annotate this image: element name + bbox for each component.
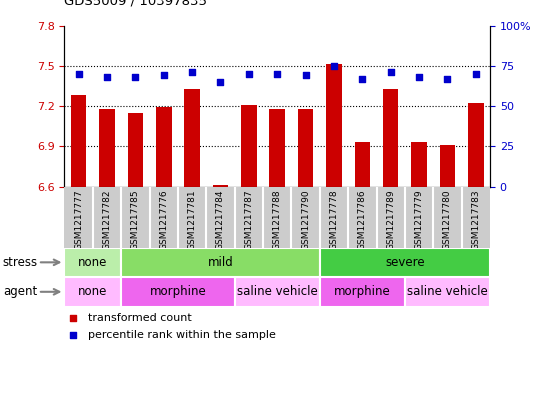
Point — [131, 74, 140, 80]
Bar — [184, 89, 200, 187]
Text: mild: mild — [208, 256, 234, 269]
Text: GSM1217779: GSM1217779 — [414, 190, 423, 250]
Text: GSM1217789: GSM1217789 — [386, 190, 395, 250]
Point — [386, 69, 395, 75]
Text: GSM1217776: GSM1217776 — [159, 190, 168, 250]
Text: saline vehicle: saline vehicle — [237, 285, 318, 298]
Point — [273, 71, 282, 77]
Text: none: none — [78, 256, 108, 269]
Text: GSM1217787: GSM1217787 — [244, 190, 253, 250]
Bar — [128, 113, 143, 187]
Bar — [440, 145, 455, 187]
Text: GSM1217790: GSM1217790 — [301, 190, 310, 250]
Text: GSM1217782: GSM1217782 — [102, 190, 111, 250]
Bar — [64, 248, 121, 277]
Text: stress: stress — [3, 256, 38, 269]
Point — [301, 72, 310, 79]
Bar — [121, 277, 235, 307]
Bar — [213, 185, 228, 187]
Point — [68, 332, 77, 338]
Text: transformed count: transformed count — [88, 312, 192, 323]
Point — [159, 72, 168, 79]
Text: saline vehicle: saline vehicle — [407, 285, 488, 298]
Point — [74, 71, 83, 77]
Point — [472, 71, 480, 77]
Text: GSM1217788: GSM1217788 — [273, 190, 282, 250]
Text: GSM1217783: GSM1217783 — [472, 190, 480, 250]
Bar — [298, 109, 314, 187]
Text: GSM1217780: GSM1217780 — [443, 190, 452, 250]
Bar — [320, 277, 405, 307]
Text: GDS5009 / 10397835: GDS5009 / 10397835 — [64, 0, 207, 8]
Text: GSM1217778: GSM1217778 — [329, 190, 338, 250]
Point — [358, 75, 367, 82]
Point — [216, 79, 225, 85]
Text: GSM1217781: GSM1217781 — [188, 190, 197, 250]
Point — [443, 75, 452, 82]
Bar — [156, 107, 171, 187]
Text: morphine: morphine — [334, 285, 391, 298]
Point — [68, 314, 77, 321]
Text: percentile rank within the sample: percentile rank within the sample — [88, 330, 276, 340]
Bar — [235, 277, 320, 307]
Text: severe: severe — [385, 256, 424, 269]
Point — [244, 71, 253, 77]
Point — [102, 74, 111, 80]
Bar — [383, 89, 399, 187]
Bar — [320, 248, 490, 277]
Text: agent: agent — [3, 285, 37, 298]
Point — [414, 74, 423, 80]
Bar — [326, 64, 342, 187]
Bar — [121, 248, 320, 277]
Bar — [64, 277, 121, 307]
Bar — [411, 142, 427, 187]
Bar — [405, 277, 490, 307]
Text: none: none — [78, 285, 108, 298]
Text: GSM1217784: GSM1217784 — [216, 190, 225, 250]
Point — [188, 69, 197, 75]
Bar — [99, 109, 115, 187]
Text: morphine: morphine — [150, 285, 206, 298]
Text: GSM1217777: GSM1217777 — [74, 190, 83, 250]
Bar — [71, 95, 86, 187]
Bar — [468, 103, 484, 187]
Text: GSM1217786: GSM1217786 — [358, 190, 367, 250]
Bar — [354, 142, 370, 187]
Text: GSM1217785: GSM1217785 — [131, 190, 140, 250]
Bar — [241, 105, 256, 187]
Point — [329, 62, 338, 69]
Bar — [269, 109, 285, 187]
